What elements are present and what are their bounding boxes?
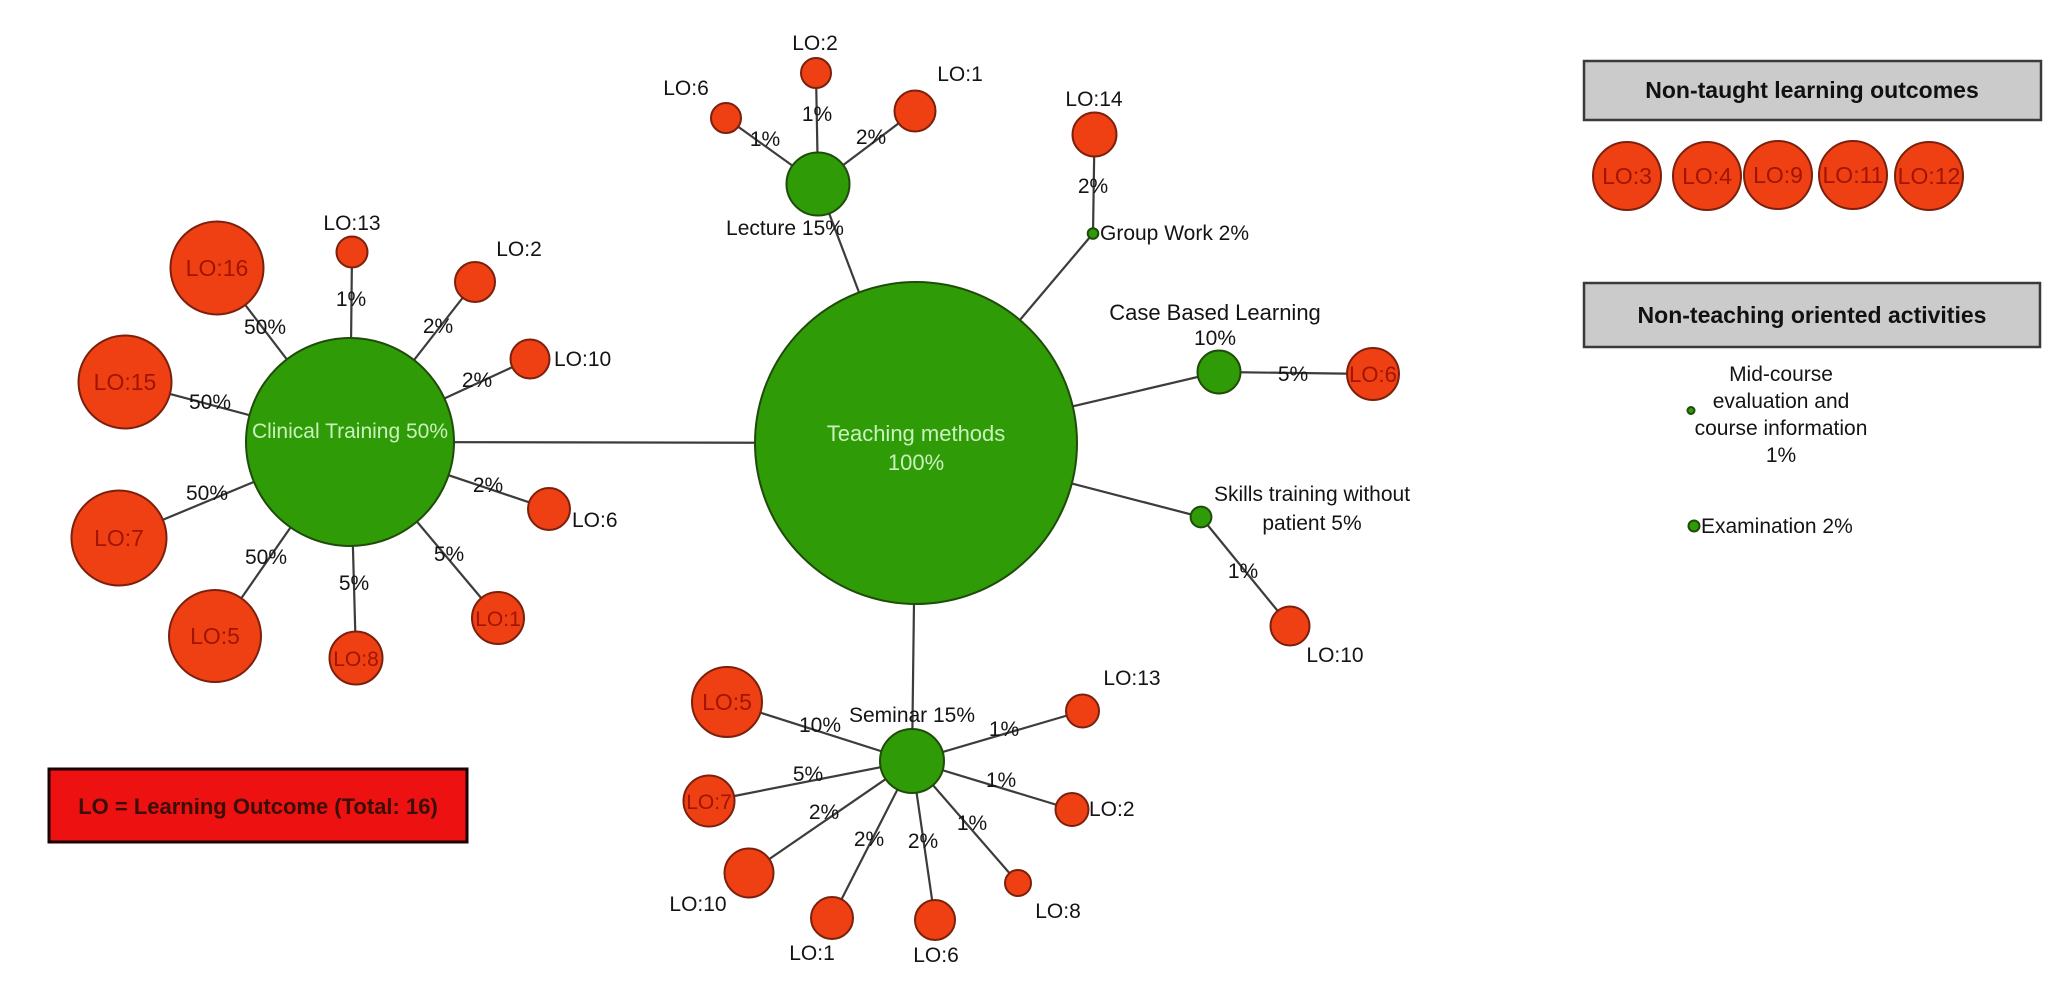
svg-text:5%: 5%: [339, 572, 369, 595]
svg-text:LO = Learning Outcome (Total:: LO = Learning Outcome (Total: 16): [78, 794, 438, 819]
svg-text:LO:10: LO:10: [669, 893, 726, 916]
svg-text:1%: 1%: [1766, 444, 1796, 467]
svg-text:1%: 1%: [750, 128, 780, 151]
svg-text:100%: 100%: [888, 450, 944, 475]
svg-text:5%: 5%: [1278, 363, 1308, 386]
svg-text:1%: 1%: [986, 769, 1016, 792]
svg-text:10%: 10%: [799, 714, 841, 737]
svg-text:Non-teaching oriented activiti: Non-teaching oriented activities: [1638, 302, 1987, 328]
svg-text:LO:5: LO:5: [190, 623, 240, 649]
svg-text:LO:11: LO:11: [1823, 162, 1884, 188]
svg-text:1%: 1%: [957, 812, 987, 835]
svg-text:5%: 5%: [793, 763, 823, 786]
svg-text:2%: 2%: [462, 369, 492, 392]
svg-text:5%: 5%: [434, 543, 464, 566]
svg-text:course information: course information: [1695, 417, 1868, 440]
svg-text:LO:1: LO:1: [937, 63, 983, 86]
svg-text:2%: 2%: [423, 315, 453, 338]
svg-text:Skills training without: Skills training without: [1214, 483, 1410, 506]
svg-text:2%: 2%: [809, 801, 839, 824]
svg-text:LO:6: LO:6: [1349, 362, 1397, 387]
svg-text:LO:13: LO:13: [323, 212, 380, 235]
svg-text:Lecture 15%: Lecture 15%: [726, 217, 844, 240]
svg-text:LO:6: LO:6: [572, 509, 618, 532]
svg-text:LO:10: LO:10: [554, 348, 611, 371]
svg-text:Examination 2%: Examination 2%: [1701, 515, 1853, 538]
svg-text:1%: 1%: [802, 103, 832, 126]
svg-text:Case Based Learning: Case Based Learning: [1109, 300, 1321, 325]
svg-text:LO:2: LO:2: [792, 32, 838, 55]
svg-text:LO:3: LO:3: [1602, 163, 1652, 189]
svg-text:LO:9: LO:9: [1753, 162, 1803, 188]
svg-text:LO:5: LO:5: [702, 689, 752, 715]
svg-text:50%: 50%: [186, 482, 228, 505]
svg-text:LO:4: LO:4: [1682, 163, 1732, 189]
svg-text:LO:1: LO:1: [475, 608, 521, 631]
svg-text:2%: 2%: [1078, 175, 1108, 198]
svg-text:LO:2: LO:2: [1089, 798, 1135, 821]
svg-text:LO:8: LO:8: [333, 648, 379, 671]
svg-text:LO:6: LO:6: [663, 77, 709, 100]
svg-text:Mid-course: Mid-course: [1729, 363, 1833, 386]
svg-text:LO:13: LO:13: [1103, 667, 1160, 690]
svg-text:LO:2: LO:2: [496, 238, 542, 261]
svg-text:LO:7: LO:7: [94, 525, 144, 551]
svg-text:LO:16: LO:16: [186, 255, 249, 281]
svg-text:50%: 50%: [244, 316, 286, 339]
svg-text:LO:15: LO:15: [94, 369, 157, 395]
svg-text:2%: 2%: [908, 830, 938, 853]
svg-text:LO:6: LO:6: [913, 944, 959, 967]
svg-text:1%: 1%: [336, 288, 366, 311]
svg-text:LO:1: LO:1: [789, 942, 835, 965]
svg-text:LO:14: LO:14: [1065, 88, 1123, 111]
svg-text:50%: 50%: [245, 546, 287, 569]
svg-text:Seminar 15%: Seminar 15%: [849, 704, 975, 727]
svg-text:Clinical Training 50%: Clinical Training 50%: [252, 420, 448, 443]
svg-text:LO:10: LO:10: [1306, 644, 1363, 667]
svg-text:LO:12: LO:12: [1898, 163, 1961, 189]
svg-text:patient 5%: patient 5%: [1262, 512, 1361, 535]
svg-text:Non-taught learning outcomes: Non-taught learning outcomes: [1645, 77, 1979, 103]
svg-text:LO:7: LO:7: [686, 791, 732, 814]
svg-text:Teaching methods: Teaching methods: [827, 421, 1006, 446]
svg-text:1%: 1%: [1228, 560, 1258, 583]
svg-text:Group Work 2%: Group Work 2%: [1100, 222, 1249, 245]
svg-text:LO:8: LO:8: [1035, 900, 1081, 923]
svg-text:evaluation and: evaluation and: [1713, 390, 1850, 413]
svg-text:10%: 10%: [1194, 327, 1236, 350]
svg-text:2%: 2%: [473, 474, 503, 497]
svg-text:1%: 1%: [989, 718, 1019, 741]
svg-text:2%: 2%: [854, 828, 884, 851]
svg-text:2%: 2%: [856, 126, 886, 149]
svg-text:50%: 50%: [189, 391, 231, 414]
